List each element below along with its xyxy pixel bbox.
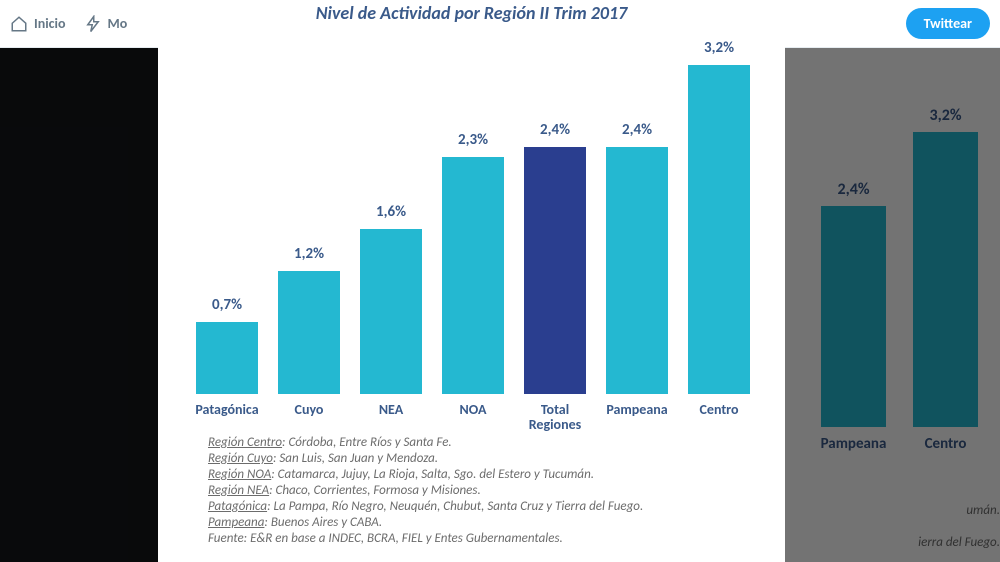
footnote-line: Pampeana: Buenos Aires y CABA. (208, 515, 765, 530)
nav-home[interactable]: Inicio (10, 15, 66, 33)
bar (606, 147, 668, 394)
moments-icon (84, 15, 102, 33)
bar-slot: 1,2%Cuyo (278, 271, 340, 394)
chart-lightbox: Nivel de Actividad por Región II Trim 20… (158, 0, 785, 562)
footnote-line: Patagónica: La Pampa, Río Negro, Neuquén… (208, 499, 765, 514)
bar-category-label: Cuyo (295, 402, 324, 417)
bar-value-label: 1,2% (294, 245, 324, 263)
bar-slot: 1,6%NEA (360, 229, 422, 394)
home-icon (10, 15, 28, 33)
bar-slot: 2,4%Pampeana (606, 147, 668, 394)
bar-value-label: 2,3% (458, 131, 488, 149)
nav-moments[interactable]: Mo (84, 15, 128, 33)
bar-category-label: Centro (699, 402, 738, 417)
bar-category-label: Pampeana (606, 402, 667, 417)
bar-slot: 0,7%Patagónica (196, 322, 258, 394)
tweet-button[interactable]: Twittear (906, 8, 990, 39)
nav-moments-label: Mo (108, 15, 128, 32)
footnote-line: Región Cuyo: San Luis, San Juan y Mendoz… (208, 451, 765, 466)
footnote-line: Región NEA: Chaco, Corrientes, Formosa y… (208, 483, 765, 498)
bar-value-label: 3,2% (704, 39, 734, 57)
bar-category-label: TotalRegiones (529, 402, 581, 433)
footnote-line: Región NOA: Catamarca, Jujuy, La Rioja, … (208, 467, 765, 482)
footnote-line: Fuente: E&R en base a INDEC, BCRA, FIEL … (208, 531, 765, 546)
chart-footnotes: Región Centro: Córdoba, Entre Ríos y San… (208, 435, 765, 547)
bar-value-label: 2,4% (540, 121, 570, 139)
chart-title: Nivel de Actividad por Región II Trim 20… (158, 2, 785, 24)
bar-slot: 3,2%Centro (688, 65, 750, 394)
topbar-nav: Inicio Mo (10, 15, 127, 33)
bar-slot: 2,3%NOA (442, 157, 504, 394)
bar (278, 271, 340, 394)
bar-category-label: Patagónica (195, 402, 258, 417)
chart-plot-area: 0,7%Patagónica 1,2%Cuyo 1,6%NEA 2,3%NOA 2,4%… (196, 34, 765, 394)
bar (196, 322, 258, 394)
bar (524, 147, 586, 394)
nav-home-label: Inicio (34, 15, 66, 32)
bar (688, 65, 750, 394)
bar-value-label: 1,6% (376, 203, 406, 221)
bar-slot: 2,4%TotalRegiones (524, 147, 586, 394)
footnote-line: Región Centro: Córdoba, Entre Ríos y San… (208, 435, 765, 450)
bar-category-label: NEA (379, 402, 403, 417)
bar-value-label: 0,7% (212, 296, 242, 314)
bar-category-label: NOA (460, 402, 487, 417)
bar (360, 229, 422, 394)
bar (442, 157, 504, 394)
bar-value-label: 2,4% (622, 121, 652, 139)
